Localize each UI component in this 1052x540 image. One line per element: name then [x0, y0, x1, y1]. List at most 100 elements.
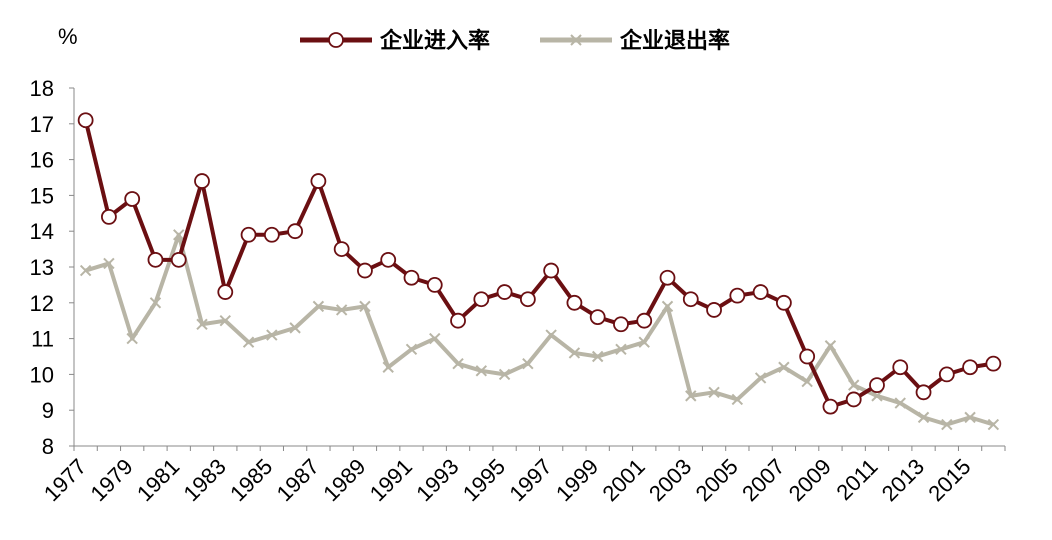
data-point [613, 316, 629, 333]
y-tick-label: 16 [30, 148, 54, 173]
data-point [845, 391, 862, 408]
data-point [79, 264, 92, 277]
x-tick-label: 1983 [179, 454, 231, 506]
data-point [685, 390, 697, 402]
data-point [496, 284, 513, 300]
y-tick-label: 15 [30, 183, 54, 208]
series-group [77, 112, 1002, 415]
x-tick-label: 1981 [132, 454, 184, 506]
data-point [591, 350, 604, 363]
data-point [170, 251, 187, 268]
data-point [405, 343, 418, 356]
data-point [566, 294, 583, 311]
x-tick-label: 2011 [831, 454, 882, 505]
data-point [101, 208, 117, 225]
x-tick-label: 1989 [318, 454, 370, 506]
data-point [589, 309, 606, 326]
data-point [173, 229, 185, 241]
data-point [894, 397, 906, 409]
y-axis-unit-label: % [58, 24, 78, 49]
data-point [498, 368, 511, 381]
data-point [822, 398, 839, 415]
x-tick-label: 1997 [504, 454, 556, 506]
data-point [126, 332, 138, 345]
data-point [778, 361, 790, 373]
x-tick-label: 2013 [877, 454, 929, 506]
data-point [522, 357, 534, 370]
data-point [775, 294, 792, 311]
data-point [682, 291, 699, 308]
series-layer [77, 112, 1002, 431]
data-point [636, 312, 653, 329]
data-point [77, 112, 94, 129]
data-point [452, 357, 464, 370]
data-point [962, 359, 978, 376]
data-point [217, 284, 234, 300]
data-point [450, 312, 466, 329]
series-group [79, 229, 1000, 431]
data-point [357, 262, 373, 279]
data-point [661, 300, 674, 313]
data-point [380, 251, 397, 268]
data-point [429, 332, 441, 345]
legend-item: 企业退出率 [540, 28, 730, 54]
x-tick-label: 2005 [691, 454, 743, 506]
data-point [382, 361, 394, 373]
data-point [219, 314, 231, 327]
x-tick-label: 2001 [597, 454, 649, 506]
data-point [731, 393, 744, 406]
x-tick-label: 1987 [272, 454, 324, 506]
data-point [240, 226, 257, 243]
data-point [871, 390, 883, 402]
data-point [333, 241, 350, 258]
y-tick-label: 11 [31, 327, 54, 352]
data-point [848, 379, 860, 391]
data-point [473, 291, 490, 308]
data-point [799, 348, 816, 365]
data-point [568, 347, 581, 359]
data-point [149, 297, 162, 309]
data-point [543, 262, 560, 279]
data-point [869, 377, 885, 394]
y-tick-label: 17 [30, 112, 54, 137]
data-point [124, 191, 141, 207]
x-tick-label: 1999 [551, 454, 603, 506]
legend-marker [570, 34, 582, 46]
y-tick-label: 13 [30, 255, 54, 280]
data-point [615, 343, 627, 356]
data-point [147, 251, 164, 268]
data-point [754, 372, 767, 384]
x-tick-label: 2007 [737, 454, 789, 506]
data-point [917, 411, 930, 424]
legend-label: 企业进入率 [379, 28, 490, 54]
data-point [659, 269, 676, 286]
data-point [708, 386, 720, 399]
data-point [964, 411, 976, 424]
y-tick-label: 18 [30, 76, 54, 101]
data-point [985, 355, 1002, 372]
x-tick-label: 2003 [644, 454, 696, 506]
data-point [359, 300, 371, 313]
data-point [310, 173, 327, 189]
y-axis-ticks: 8 9 10 11 12 13 14 15 16 17 18 [30, 76, 74, 459]
data-point [335, 304, 348, 316]
x-tick-label: 1979 [85, 454, 137, 506]
y-tick-label: 12 [30, 291, 54, 316]
data-point [941, 418, 953, 431]
data-point [729, 287, 746, 304]
data-point [194, 173, 210, 189]
x-tick-label: 2009 [784, 454, 836, 506]
data-point [266, 329, 278, 341]
data-point [892, 359, 909, 376]
data-point [824, 340, 837, 352]
x-tick-label: 1977 [39, 454, 91, 506]
legend-label: 企业退出率 [619, 28, 730, 54]
x-tick-label: 1985 [225, 454, 277, 506]
data-point [915, 384, 932, 401]
data-point [938, 366, 955, 383]
data-point [403, 269, 420, 286]
data-point [263, 226, 280, 243]
data-point [426, 276, 443, 293]
x-tick-label: 1991 [365, 454, 417, 506]
